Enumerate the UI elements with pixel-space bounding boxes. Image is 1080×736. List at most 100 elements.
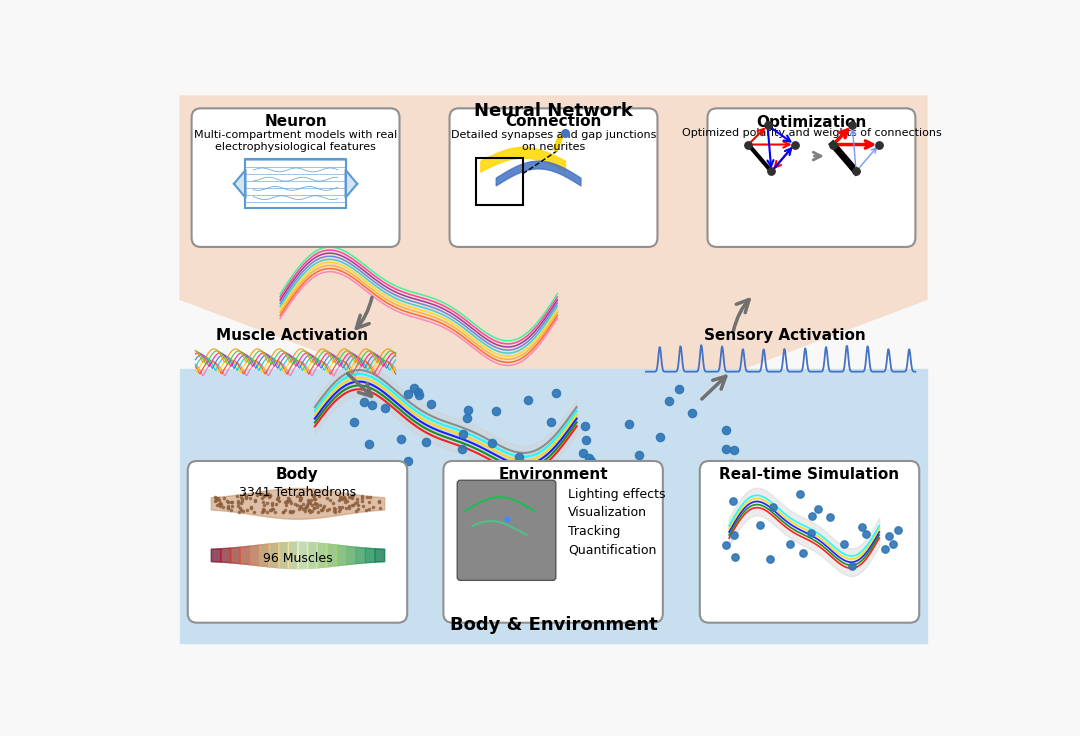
Point (232, 503, 249, 514)
Point (794, 547, 811, 559)
Point (258, 497, 275, 509)
Point (651, 431, 669, 442)
Point (219, 502, 237, 514)
Point (255, 490, 272, 502)
Point (543, 417, 561, 428)
FancyBboxPatch shape (457, 481, 556, 581)
Text: Detailed synapses and gap junctions
on neurites: Detailed synapses and gap junctions on n… (450, 130, 657, 152)
Point (717, 443, 734, 455)
Point (575, 447, 592, 459)
Point (307, 498, 324, 509)
Point (292, 500, 309, 512)
Point (241, 492, 258, 503)
Point (224, 500, 241, 512)
Point (343, 492, 361, 503)
Point (802, 527, 820, 539)
Text: Neuron: Neuron (265, 115, 327, 130)
Point (345, 499, 362, 511)
Point (726, 529, 743, 541)
Point (410, 389, 428, 401)
Point (265, 503, 282, 515)
Point (278, 496, 295, 508)
Point (212, 498, 229, 510)
Point (364, 501, 381, 513)
Point (313, 504, 330, 516)
Point (510, 451, 527, 463)
Point (254, 496, 271, 508)
Point (400, 388, 417, 400)
Point (306, 502, 323, 514)
Point (376, 402, 393, 414)
Point (242, 501, 259, 513)
Point (337, 496, 354, 508)
Point (279, 495, 296, 507)
Point (305, 490, 322, 502)
Point (661, 395, 678, 407)
Point (843, 560, 861, 572)
Point (211, 498, 228, 509)
Point (630, 449, 647, 461)
Point (363, 399, 380, 411)
Point (206, 491, 224, 503)
Point (330, 505, 348, 517)
Point (333, 493, 350, 505)
Point (853, 522, 870, 534)
Point (256, 489, 273, 501)
FancyBboxPatch shape (707, 108, 916, 247)
Point (717, 424, 734, 436)
Text: 96 Muscles: 96 Muscles (262, 552, 333, 565)
Point (259, 489, 276, 500)
FancyBboxPatch shape (191, 108, 400, 247)
Point (295, 498, 312, 510)
Point (325, 506, 342, 517)
Point (305, 489, 322, 500)
Point (349, 503, 366, 515)
Point (578, 434, 595, 446)
Point (409, 386, 427, 397)
Point (348, 496, 365, 508)
Point (286, 498, 303, 509)
Point (212, 498, 229, 509)
Point (229, 498, 246, 509)
Point (333, 491, 350, 503)
Point (233, 495, 251, 507)
Point (786, 138, 804, 150)
Point (299, 494, 316, 506)
Point (215, 501, 232, 513)
Point (267, 498, 284, 510)
Point (303, 499, 321, 511)
Point (340, 492, 357, 503)
Point (215, 492, 232, 503)
Point (740, 138, 757, 150)
Point (322, 495, 339, 506)
Point (848, 166, 865, 177)
Point (302, 494, 320, 506)
Point (283, 498, 300, 509)
Point (274, 506, 292, 518)
Point (233, 492, 251, 504)
Point (271, 495, 288, 507)
Point (880, 531, 897, 542)
Point (211, 500, 228, 512)
Point (332, 493, 349, 505)
Point (207, 492, 225, 504)
Text: Visualization: Visualization (568, 506, 647, 520)
Point (621, 418, 638, 430)
Polygon shape (346, 170, 357, 198)
Point (870, 138, 888, 150)
Point (300, 504, 318, 516)
Point (582, 455, 599, 467)
Point (282, 495, 299, 507)
Text: Quantification: Quantification (568, 543, 657, 556)
Point (229, 500, 246, 512)
Point (301, 497, 319, 509)
Point (314, 502, 332, 514)
Point (309, 498, 326, 510)
Text: Tracking: Tracking (568, 525, 621, 538)
Point (239, 504, 256, 516)
Point (725, 495, 742, 506)
Point (338, 495, 355, 507)
Point (306, 502, 323, 514)
Point (361, 491, 378, 503)
Point (254, 505, 271, 517)
